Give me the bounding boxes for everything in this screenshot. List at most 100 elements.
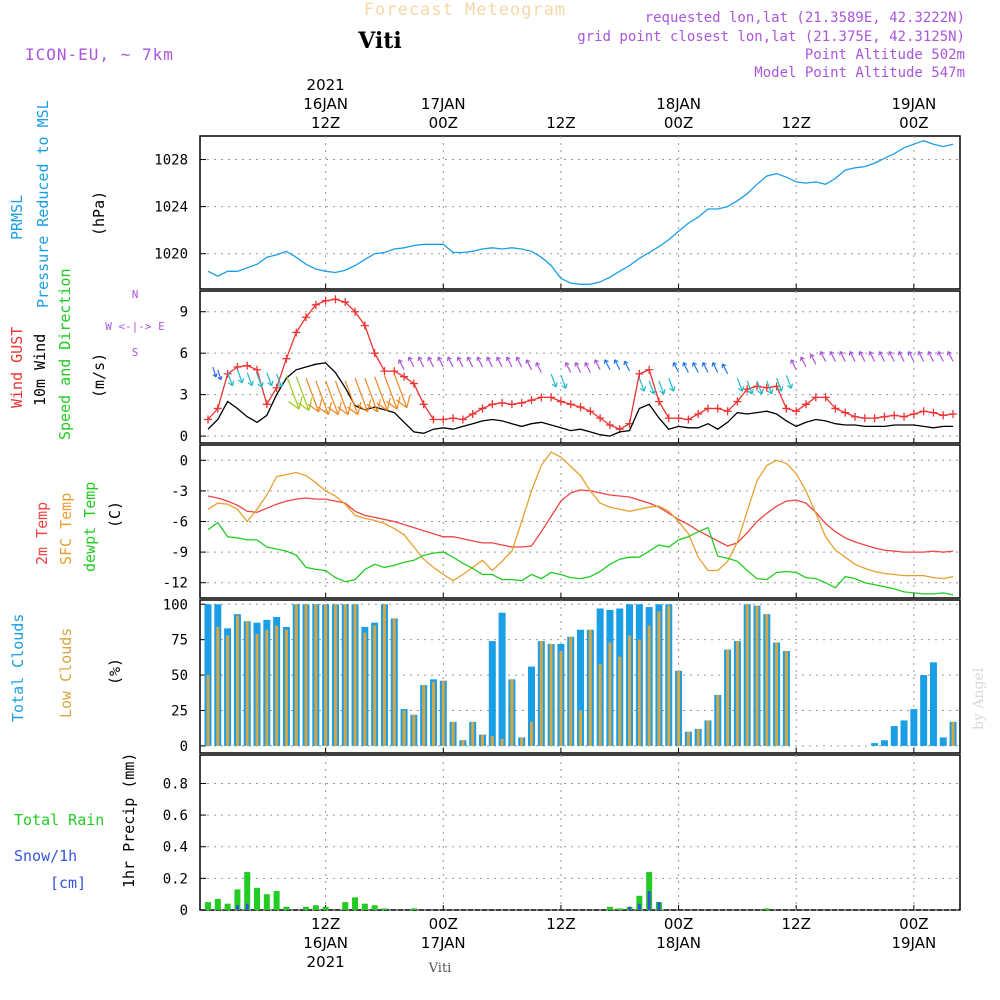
wind-arrow (560, 375, 568, 389)
wind-arrow (927, 350, 934, 362)
snow-unit-label: [cm] (50, 874, 86, 892)
wind-arrow (785, 375, 794, 389)
series-line-sfc-temp (207, 451, 954, 582)
wind-arrow (266, 372, 274, 387)
panel-2: 0 -3 -6 -9 -12 (163, 444, 961, 599)
bar-low-clouds (382, 604, 386, 746)
panels: 1020 1024 1028 0 3 6 9 0 -3 -6 -9 -12 0 25 50 75 100 0 0.2… (154, 135, 961, 919)
bar-total-clouds (488, 641, 496, 746)
wind-arrow (525, 359, 533, 371)
bar-low-clouds (951, 721, 955, 746)
bar-low-clouds (490, 736, 494, 746)
series-line-prmsl (207, 140, 954, 285)
series-line-2m-temp (207, 489, 954, 553)
gust-marker (713, 404, 722, 413)
model-altitude: Model Point Altitude 547m (754, 65, 965, 81)
bar-low-clouds (324, 604, 328, 746)
time-tick-label: 18JAN (656, 95, 701, 113)
bar-low-clouds (559, 651, 563, 746)
temp-labels: 2m Temp SFC Temp dewpt Temp (C) (33, 482, 124, 572)
wind-arrow (692, 362, 699, 373)
bar-low-clouds (696, 728, 700, 746)
lowcloud-label: Low Clouds (57, 628, 75, 718)
gust-marker (694, 409, 703, 418)
gust-marker (949, 409, 958, 418)
y-tick-label: 9 (180, 305, 188, 321)
cloud-unit-label: (%) (106, 658, 124, 685)
wind-unit-label: (m/s) (90, 353, 108, 398)
y-tick-label: 0.8 (163, 776, 188, 792)
panel-1: 0 3 6 9 (180, 290, 961, 445)
gust-marker (684, 415, 693, 424)
gust-marker (586, 407, 595, 416)
gust-marker (909, 409, 918, 418)
time-tick-label: 17JAN (421, 934, 466, 952)
wind-arrow (505, 356, 513, 368)
wind-arrow (829, 350, 836, 362)
gust-marker (527, 396, 536, 405)
wind-arrow (897, 350, 905, 362)
bar-low-clouds (353, 604, 357, 746)
gust-marker (262, 400, 271, 409)
wind-arrow (325, 380, 342, 416)
bar-total-clouds (528, 666, 536, 746)
bar-total-clouds (871, 743, 879, 746)
bar-total-rain (254, 887, 261, 910)
gust-marker (370, 349, 379, 358)
totalcloud-label: Total Clouds (9, 614, 27, 722)
time-tick-label: 00Z (664, 114, 693, 132)
bar-low-clouds (275, 625, 279, 746)
wind-arrow (550, 373, 558, 388)
gust-marker (566, 400, 575, 409)
location-title: Viti (357, 28, 402, 54)
bar-total-rain (224, 903, 231, 910)
wind-arrow (393, 373, 411, 409)
requested-coords: requested lon,lat (21.3589E, 42.3222N) (645, 10, 965, 26)
bar-low-clouds (569, 636, 573, 746)
bar-low-clouds (765, 614, 769, 746)
bar-low-clouds (265, 629, 269, 746)
wind-arrow (756, 380, 764, 395)
bar-total-clouds (910, 709, 918, 746)
gust-marker (782, 404, 791, 413)
wind-arrow (858, 350, 866, 362)
wind-arrow (809, 353, 817, 365)
gust-marker (204, 415, 212, 424)
time-tick-label: 00Z (429, 114, 458, 132)
snow-label: Snow/1h (14, 847, 77, 865)
wind-arrow (594, 359, 601, 371)
wind-arrow (256, 373, 264, 388)
bar-total-clouds (890, 726, 898, 746)
gridpoint-coords: grid point closest lon,lat (21.375E, 42.… (577, 29, 965, 45)
panel-frame (199, 599, 961, 754)
wind-arrow (766, 380, 774, 395)
bar-low-clouds (226, 635, 230, 746)
gust-marker (919, 407, 928, 416)
bar-snow-1h (628, 906, 632, 910)
bar-total-clouds (498, 612, 506, 746)
wind-arrow (437, 356, 444, 368)
wind-arrow (427, 356, 435, 368)
bar-snow-1h (245, 903, 249, 910)
bar-total-rain (322, 906, 329, 910)
time-tick-label: 16JAN (303, 95, 348, 113)
bar-snow-1h (235, 905, 239, 910)
bar-low-clouds (530, 721, 534, 746)
wind-arrow (236, 369, 245, 384)
gust-marker (792, 407, 801, 416)
gust-marker (429, 415, 438, 424)
bar-low-clouds (392, 618, 396, 746)
gust-marker (331, 295, 340, 304)
wind-arrow (658, 380, 666, 395)
point-altitude: Point Altitude 502m (805, 47, 965, 63)
time-tick-label: 19JAN (891, 95, 936, 113)
time-tick-label: 12Z (546, 915, 575, 933)
bar-low-clouds (784, 651, 788, 746)
series-line-dewpt-temp (207, 521, 954, 596)
wind-arrow (397, 359, 405, 371)
gust-marker (831, 404, 840, 413)
wind-arrow (496, 356, 503, 368)
prmsl-labels: PRMSL Pressure Reduced to MSL (hPa) (8, 100, 108, 308)
bar-total-clouds (880, 740, 888, 746)
bar-low-clouds (588, 629, 592, 746)
